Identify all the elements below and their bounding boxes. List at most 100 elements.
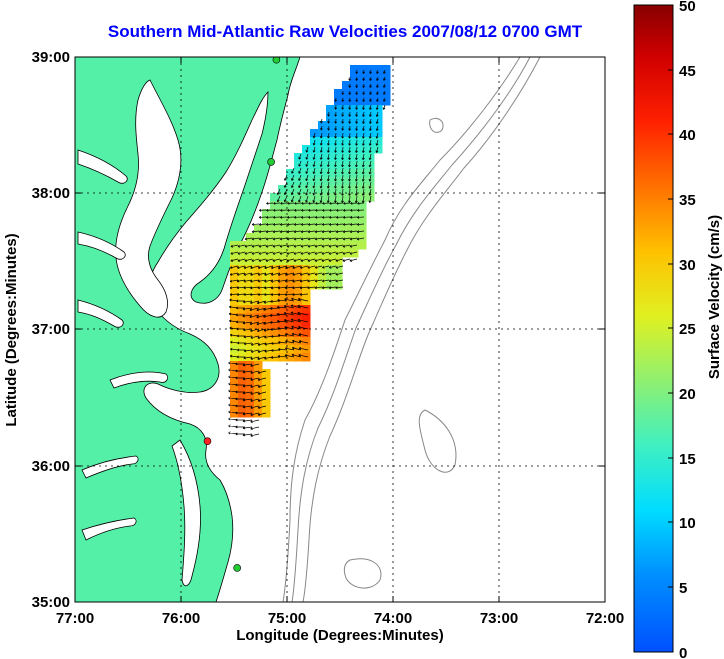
velocity-cell <box>358 73 367 82</box>
velocity-arrow <box>307 272 316 276</box>
velocity-arrow <box>300 215 309 219</box>
velocity-arrow <box>319 188 323 196</box>
velocity-arrow <box>362 83 366 88</box>
velocity-arrow <box>383 97 386 102</box>
velocity-arrow <box>237 251 246 255</box>
velocity-arrow <box>293 215 302 219</box>
velocity-cell <box>342 225 351 234</box>
velocity-cell <box>350 113 359 122</box>
velocity-cell <box>310 249 319 258</box>
velocity-arrow <box>375 125 379 131</box>
velocity-arrow <box>237 244 246 248</box>
velocity-arrow <box>383 76 386 81</box>
velocity-arrow <box>321 223 330 226</box>
velocity-cell <box>326 145 335 154</box>
colorbar-tick-label: 20 <box>679 386 696 403</box>
velocity-cell <box>246 249 255 258</box>
velocity-cell <box>358 217 367 226</box>
velocity-arrow <box>284 354 295 358</box>
velocity-cell <box>294 217 303 226</box>
velocity-vectors <box>228 69 386 437</box>
velocity-cell <box>350 225 359 234</box>
velocity-arrow <box>243 279 253 283</box>
velocity-arrow <box>335 265 344 269</box>
velocity-arrow <box>229 272 239 276</box>
velocity-arrow <box>286 223 295 226</box>
x-tick-label: 75:00 <box>268 610 306 627</box>
velocity-cell <box>270 337 279 346</box>
velocity-cell <box>318 209 327 218</box>
velocity-cell <box>278 185 287 194</box>
velocity-arrow <box>291 181 295 188</box>
velocity-arrow <box>329 208 337 212</box>
velocity-cell <box>374 65 383 74</box>
velocity-cell <box>302 329 311 338</box>
colorbar-tick-label: 45 <box>679 63 696 80</box>
velocity-arrow <box>242 314 253 318</box>
velocity-cell <box>374 81 383 90</box>
velocity-arrow <box>272 244 281 248</box>
velocity-cell <box>294 265 303 274</box>
velocity-cell <box>302 193 311 202</box>
velocity-arrow <box>314 230 323 234</box>
velocity-arrow <box>237 258 246 262</box>
colorbar-tick-label: 30 <box>679 257 696 274</box>
velocity-arrow <box>328 272 337 276</box>
velocity-arrow <box>312 195 316 203</box>
velocity-cell <box>326 233 335 242</box>
velocity-cell <box>302 321 311 330</box>
velocity-arrow <box>341 181 344 189</box>
velocity-cell <box>334 185 343 194</box>
velocity-arrow <box>355 83 359 88</box>
velocity-cell <box>278 241 287 250</box>
velocity-arrow <box>308 201 316 205</box>
velocity-arrow <box>251 251 260 255</box>
velocity-arrow <box>341 111 345 117</box>
velocity-arrow <box>348 125 352 131</box>
velocity-cell <box>326 185 335 194</box>
velocity-arrow <box>336 208 344 212</box>
velocity-arrow <box>328 251 337 255</box>
velocity-arrow <box>343 201 351 205</box>
x-axis-label: Longitude (Degrees:Minutes) <box>236 627 444 644</box>
velocity-arrow <box>319 146 323 153</box>
velocity-arrow <box>250 342 260 346</box>
velocity-arrow <box>242 321 253 325</box>
velocity-arrow <box>362 125 365 131</box>
velocity-cell <box>278 201 287 210</box>
velocity-arrow <box>243 272 253 276</box>
velocity-cell <box>358 153 367 162</box>
velocity-cell <box>246 377 255 386</box>
station-mid-site <box>267 158 275 166</box>
velocity-cell <box>326 153 335 162</box>
velocity-arrow <box>284 174 288 181</box>
velocity-arrow <box>355 146 358 153</box>
velocity-arrow <box>270 334 281 338</box>
velocity-arrow <box>312 181 316 189</box>
velocity-arrow <box>250 405 260 409</box>
velocity-cell <box>286 217 295 226</box>
velocity-arrow <box>307 244 316 248</box>
velocity-cell <box>262 353 271 362</box>
velocity-cell <box>286 329 295 338</box>
velocity-arrow <box>356 223 365 226</box>
velocity-arrow <box>235 376 246 380</box>
velocity-cell <box>358 105 367 114</box>
velocity-arrow <box>334 153 337 160</box>
velocity-cell <box>246 369 255 378</box>
velocity-cell <box>238 257 247 266</box>
velocity-cell <box>230 281 239 290</box>
velocity-arrow <box>312 153 316 160</box>
velocity-arrow <box>355 125 359 131</box>
velocity-arrow <box>257 349 267 354</box>
velocity-arrow <box>328 258 337 262</box>
velocity-cell <box>326 105 335 114</box>
velocity-arrow <box>355 76 359 81</box>
velocity-arrow <box>348 160 351 168</box>
velocity-arrow <box>348 188 351 196</box>
velocity-arrow <box>314 272 323 276</box>
velocity-arrow <box>341 125 345 131</box>
velocity-arrow <box>242 426 253 430</box>
velocity-cell <box>350 249 359 258</box>
velocity-cell <box>294 225 303 234</box>
